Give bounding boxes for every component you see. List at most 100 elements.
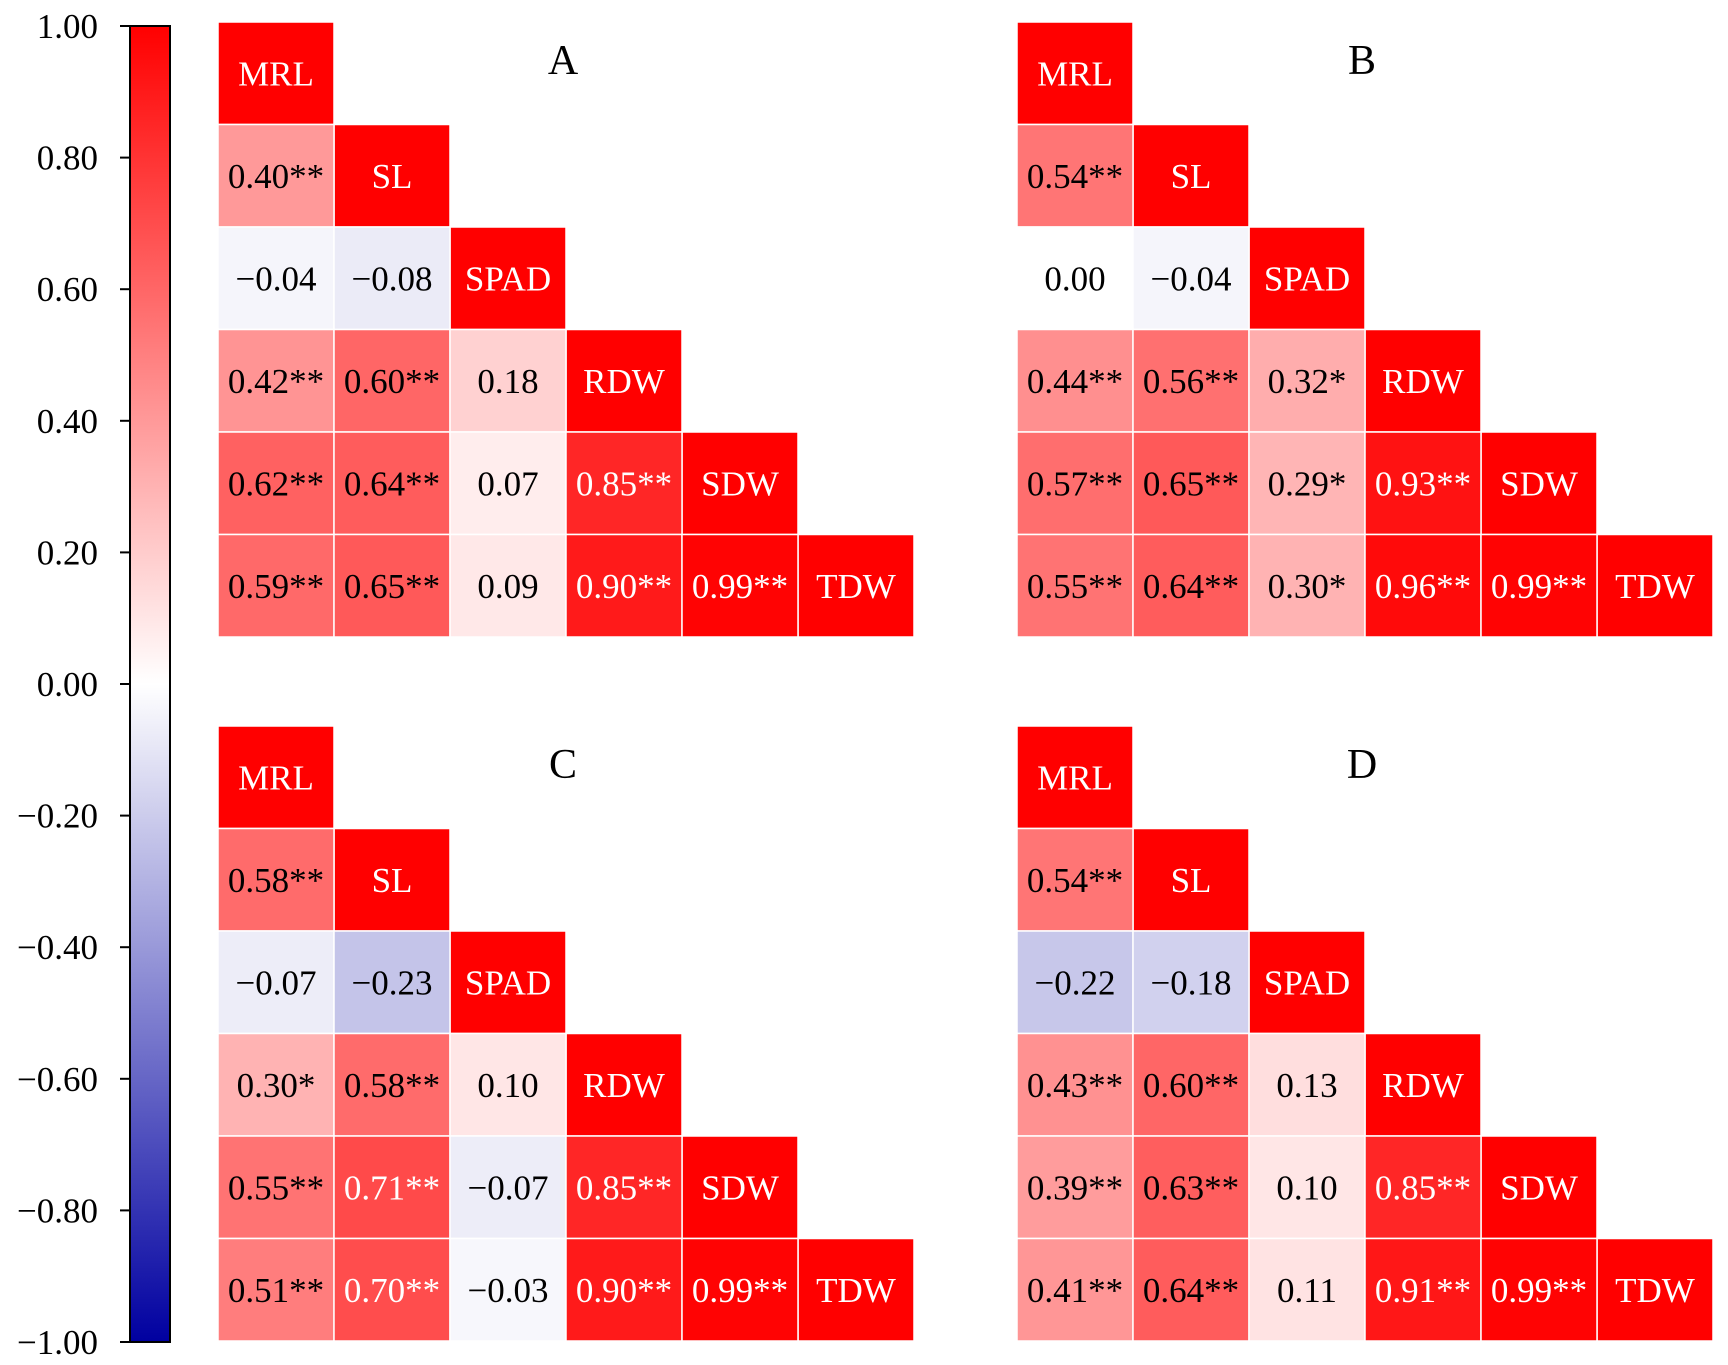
cell-value-label: −0.04: [236, 259, 317, 298]
cell-value-label: 0.99**: [1491, 567, 1587, 606]
cell-value-label: 0.99**: [692, 567, 788, 606]
panel-label: D: [1347, 742, 1377, 788]
cell-value-label: 0.00: [1044, 259, 1105, 298]
heatmap-cell: [333, 328, 451, 433]
variable-label: SDW: [701, 1168, 779, 1207]
heatmap-cell: [217, 1032, 335, 1137]
heatmap-cell: [1016, 930, 1134, 1035]
cell-value-label: 0.51**: [228, 1271, 324, 1310]
variable-cell-mrl: [1016, 725, 1134, 830]
cell-value-label: 0.18: [477, 362, 538, 401]
cell-value-label: 0.09: [477, 567, 538, 606]
colorbar-tick-label: 0.40: [37, 402, 98, 441]
cell-value-label: 0.85**: [576, 1168, 672, 1207]
cell-value-label: 0.62**: [228, 464, 324, 503]
heatmap-cell: [565, 431, 683, 536]
heatmap-cell: [1132, 1032, 1250, 1137]
cell-value-label: 0.85**: [1375, 1168, 1471, 1207]
cell-value-label: 0.13: [1276, 1066, 1337, 1105]
variable-cell-rdw: [1364, 1032, 1482, 1137]
cell-value-label: 0.55**: [1027, 567, 1123, 606]
heatmap-cell: [333, 533, 451, 638]
variable-cell-sdw: [681, 431, 799, 536]
cell-value-label: 0.07: [477, 464, 538, 503]
variable-label: TDW: [1615, 1271, 1695, 1310]
colorbar-tick-label: −0.40: [17, 928, 98, 967]
cell-value-label: 0.65**: [344, 567, 440, 606]
heatmap-panels: A MRL SL SPAD RDW SDW TDW 0.40** −0.04 −0.08 0.42*…: [217, 21, 1714, 1342]
colorbar: 1.00 0.80 0.60 0.40 0.20 0.00 −0.20 −0.40 −0.60 −…: [17, 7, 171, 1362]
variable-label: SL: [372, 157, 413, 196]
colorbar-tick-label: 0.20: [37, 533, 98, 572]
cell-value-label: 0.43**: [1027, 1066, 1123, 1105]
cell-value-label: 0.65**: [1143, 464, 1239, 503]
heatmap-cell: [681, 533, 799, 638]
panel-label: B: [1348, 38, 1376, 84]
cell-value-label: 0.71**: [344, 1168, 440, 1207]
colorbar-gradient: [129, 25, 171, 1343]
cell-value-label: 0.64**: [1143, 1271, 1239, 1310]
cell-value-label: 0.54**: [1027, 157, 1123, 196]
variable-cell-rdw: [565, 328, 683, 433]
heatmap-cell: [565, 533, 683, 638]
variable-label: TDW: [816, 1271, 896, 1310]
cell-value-label: 0.44**: [1027, 362, 1123, 401]
variable-cell-tdw: [797, 1237, 915, 1342]
heatmap-cell: [1016, 533, 1134, 638]
cell-value-label: −0.03: [468, 1271, 549, 1310]
variable-label: RDW: [1382, 1066, 1464, 1105]
heatmap-cell: [333, 930, 451, 1035]
colorbar-tick-label: 0.80: [37, 139, 98, 178]
cell-value-label: 0.10: [477, 1066, 538, 1105]
variable-label: SPAD: [1264, 259, 1350, 298]
cell-value-label: −0.04: [1151, 259, 1232, 298]
heatmap-cell: [1132, 328, 1250, 433]
variable-label: MRL: [1037, 758, 1113, 797]
variable-label: SDW: [1500, 1168, 1578, 1207]
heatmap-cell: [217, 1135, 335, 1240]
cell-value-label: 0.58**: [344, 1066, 440, 1105]
cell-value-label: 0.91**: [1375, 1271, 1471, 1310]
heatmap-cell: [449, 328, 567, 433]
heatmap-cell: [1364, 533, 1482, 638]
cell-value-label: 0.85**: [576, 464, 672, 503]
cell-value-label: 0.64**: [344, 464, 440, 503]
variable-label: SL: [372, 861, 413, 900]
cell-value-label: 0.59**: [228, 567, 324, 606]
heatmap-cell: [1248, 533, 1366, 638]
colorbar-tick-label: 0.60: [37, 270, 98, 309]
colorbar-tick-label: 1.00: [37, 7, 98, 46]
panel-label: C: [549, 742, 577, 788]
variable-cell-tdw: [797, 533, 915, 638]
cell-value-label: 0.56**: [1143, 362, 1239, 401]
cell-value-label: −0.23: [352, 963, 433, 1002]
heatmap-cell: [1132, 431, 1250, 536]
cell-value-label: 0.99**: [1491, 1271, 1587, 1310]
panel-label: A: [548, 38, 579, 84]
cell-value-label: 0.64**: [1143, 567, 1239, 606]
variable-cell-tdw: [1596, 1237, 1714, 1342]
cell-value-label: 0.57**: [1027, 464, 1123, 503]
panel-A: A MRL SL SPAD RDW SDW TDW 0.40** −0.04 −0.08 0.42*…: [217, 21, 915, 638]
heatmap-cell: [217, 328, 335, 433]
heatmap-cell: [333, 1032, 451, 1137]
variable-label: RDW: [583, 362, 665, 401]
variable-cell-spad: [1248, 226, 1366, 331]
heatmap-cell: [1248, 431, 1366, 536]
heatmap-cell: [333, 1237, 451, 1342]
heatmap-cell: [1132, 1135, 1250, 1240]
heatmap-cell: [565, 1237, 683, 1342]
variable-label: SPAD: [1264, 963, 1350, 1002]
cell-value-label: 0.99**: [692, 1271, 788, 1310]
heatmap-cell: [449, 1032, 567, 1137]
heatmap-cell: [449, 431, 567, 536]
variable-label: TDW: [816, 567, 896, 606]
cell-value-label: 0.93**: [1375, 464, 1471, 503]
cell-value-label: 0.11: [1277, 1271, 1337, 1310]
cell-value-label: 0.70**: [344, 1271, 440, 1310]
variable-label: MRL: [1037, 54, 1113, 93]
cell-value-label: −0.18: [1151, 963, 1232, 1002]
heatmap-cell: [333, 226, 451, 331]
cell-value-label: 0.41**: [1027, 1271, 1123, 1310]
